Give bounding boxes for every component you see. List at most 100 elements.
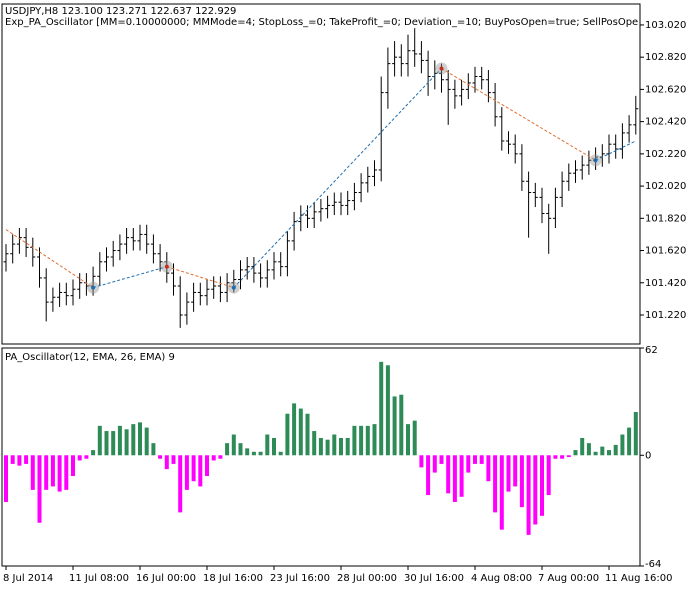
histogram-bar [372,424,377,456]
histogram-bar [211,455,216,461]
histogram-bar [600,446,605,456]
y-tick-label: 103.020 [645,20,686,31]
histogram-bar [77,455,82,461]
histogram-bar [184,455,189,490]
y-tick-label: 102.020 [645,181,686,192]
histogram-bar [459,455,464,497]
histogram-bar [245,448,250,456]
zigzag-segment [233,68,442,288]
x-tick-label: 11 Aug 16:00 [605,573,672,584]
histogram-bar [138,422,142,456]
histogram-bar [613,444,618,456]
x-tick-label: 11 Jul 08:00 [69,573,129,584]
histogram-bar [30,455,35,490]
zigzag-segment [5,229,94,289]
zigzag-dot [231,285,236,290]
histogram-bar [205,455,209,477]
histogram-bar [593,451,598,456]
y-tick-label: -64 [645,559,661,570]
histogram-bar [198,455,203,487]
histogram-bar [499,455,504,530]
y-tick-label: 101.220 [645,310,686,321]
histogram-bar [84,455,89,459]
histogram-bar [17,455,22,466]
histogram-bar [191,455,196,482]
histogram-bar [513,455,518,487]
histogram-bar [37,455,42,523]
histogram-bar [50,455,55,487]
y-tick-label: 102.820 [645,52,686,63]
histogram-bar [526,455,531,535]
histogram-bar [238,443,243,456]
histogram-bar [258,451,263,456]
oscillator-pane [1,347,641,567]
histogram-bar [57,455,62,492]
histogram-bar [580,437,585,456]
histogram-bar [620,434,625,456]
histogram-bar [439,455,444,464]
histogram-bar [426,455,431,496]
histogram-bar [399,394,404,456]
histogram-bar [265,434,270,456]
x-tick-label: 8 Jul 2014 [3,573,53,584]
histogram-bar [24,455,29,464]
histogram-bar [365,425,370,456]
histogram-bar [332,434,337,456]
histogram-bar [412,420,417,456]
chart-title: USDJPY,H8 123.100 123.271 122.637 122.92… [5,6,236,17]
x-tick-label: 18 Jul 16:00 [203,573,263,584]
x-tick-label: 4 Aug 08:00 [471,573,532,584]
histogram-bar [540,455,544,516]
histogram-bar [452,455,457,502]
histogram-bar [339,437,343,456]
histogram-bar [71,455,75,477]
histogram-bar [251,451,256,456]
histogram-bar [298,408,303,456]
zigzag-dot [439,66,444,71]
zigzag-dot [91,285,96,290]
zigzag-segment [441,68,596,161]
y-tick-label: 102.420 [645,117,686,128]
histogram-bar [325,439,330,456]
x-tick-label: 30 Jul 16:00 [404,573,464,584]
histogram-bar [278,451,283,456]
histogram-bar [419,455,424,468]
histogram-bar [479,455,484,464]
histogram-bar [91,450,96,456]
histogram-bar [305,413,310,456]
histogram-bar [359,425,364,456]
y-tick-label: 102.220 [645,149,686,160]
x-tick-label: 28 Jul 00:00 [337,573,397,584]
histogram-bar [466,455,471,473]
zigzag-dot [164,264,169,269]
histogram-bar [627,427,632,456]
zigzag-segment [595,140,637,161]
histogram-bar [158,455,163,459]
histogram-bar [506,455,511,492]
histogram-bar [493,455,498,513]
histogram-bar [178,455,183,513]
x-tick-label: 7 Aug 00:00 [538,573,599,584]
y-tick-label: 102.620 [645,84,686,95]
histogram-bar [312,431,317,456]
histogram-bar [586,443,591,456]
histogram-bar [97,425,102,456]
histogram-bar [124,429,129,456]
zigzag-dot [593,158,598,163]
histogram-bar [385,365,390,456]
histogram-bar [117,425,122,456]
price-pane [1,3,641,345]
x-tick-label: 23 Jul 16:00 [270,573,330,584]
zigzag-segment [92,266,167,289]
histogram-bar [446,455,451,494]
y-tick-label: 101.620 [645,246,686,257]
histogram-bar [171,455,176,464]
histogram-bar [392,396,397,456]
histogram-bar [111,431,116,456]
histogram-bar [131,424,136,456]
histogram-bar [151,443,156,456]
histogram-bar [231,434,236,456]
histogram-bar [292,403,297,456]
y-tick-label: 101.420 [645,278,686,289]
